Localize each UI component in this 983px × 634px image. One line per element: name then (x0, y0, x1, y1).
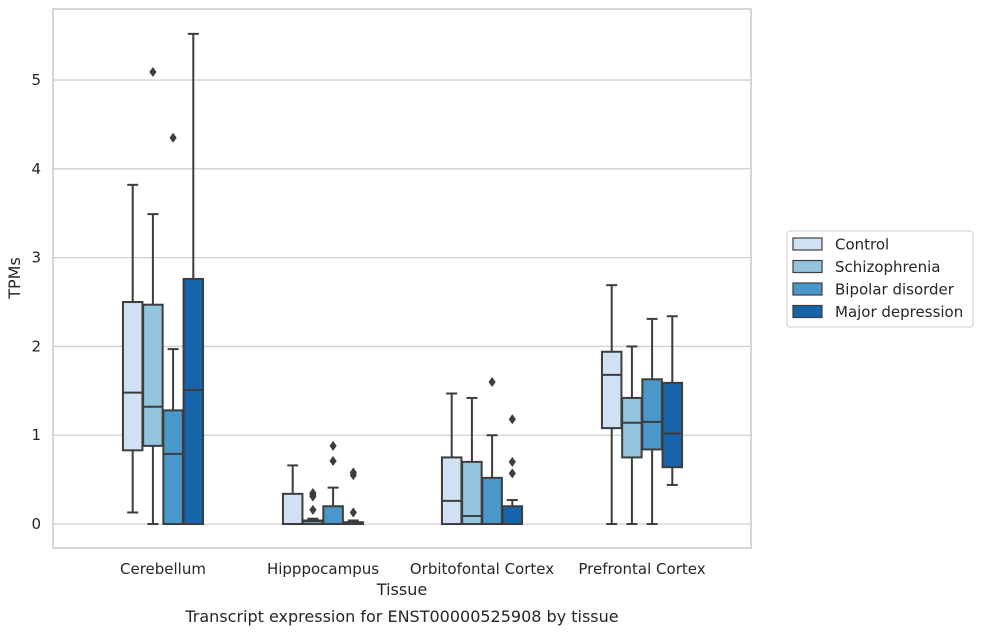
outlier-point (508, 468, 516, 479)
box-1-0 (281, 464, 304, 526)
outlier-point (309, 504, 317, 515)
y-tick-label: 5 (31, 71, 41, 89)
outlier-point (169, 132, 177, 143)
box-2-0 (440, 392, 463, 526)
gridlines (53, 79, 751, 525)
box-0-2 (162, 132, 184, 526)
box-body (501, 505, 524, 526)
box-3-0 (600, 284, 623, 526)
x-axis-label: Tissue (376, 580, 427, 599)
outlier-point (309, 487, 317, 498)
x-tick-label: Prefrontal Cortex (578, 560, 705, 578)
box-body (440, 456, 463, 526)
box-3-1 (621, 345, 643, 526)
plot-frame (52, 8, 752, 549)
box-body (281, 492, 304, 526)
legend-label: Bipolar disorder (835, 281, 955, 299)
legend-label: Schizophrenia (835, 258, 940, 276)
y-axis-label: TPMs (5, 257, 24, 300)
x-tick-label: Orbitofontal Cortex (410, 560, 554, 578)
legend-label: Major depression (835, 303, 963, 321)
box-body (461, 460, 483, 526)
box-2-1 (461, 396, 483, 526)
boxes (121, 32, 684, 526)
x-axis: Cerebellum Hipppocampus Orbitofontal Corte… (120, 560, 706, 578)
legend: Control Schizophrenia Bipolar disorder Majo… (786, 230, 974, 328)
box-body (621, 396, 643, 459)
outlier-point (488, 376, 496, 387)
y-tick-label: 1 (31, 426, 41, 444)
outlier-point (329, 455, 337, 466)
outlier-point (349, 507, 357, 518)
y-tick-label: 2 (31, 337, 41, 355)
box-body (481, 476, 503, 526)
box-0-0 (121, 183, 144, 514)
box-1-1 (302, 487, 324, 526)
legend-label: Control (835, 236, 889, 254)
box-3-3 (661, 315, 684, 486)
box-0-3 (182, 32, 205, 526)
box-body (182, 277, 205, 526)
box-0-1 (142, 67, 164, 526)
figure-caption: Transcript expression for ENST0000052590… (184, 607, 618, 626)
legend-swatch (792, 237, 823, 251)
box-body (322, 505, 344, 526)
box-body (121, 301, 144, 452)
legend-swatch (792, 259, 823, 274)
box-1-3 (342, 467, 365, 526)
box-body (641, 378, 663, 451)
box-body (661, 381, 684, 469)
box-2-2 (481, 376, 503, 526)
outlier-point (149, 67, 157, 78)
legend-swatch (792, 304, 823, 319)
box-3-2 (641, 317, 663, 526)
y-tick-label: 3 (31, 249, 41, 267)
x-tick-label: Cerebellum (120, 560, 206, 578)
legend-swatch (792, 282, 823, 296)
box-body (142, 303, 164, 447)
y-axis: 0 1 2 3 4 5 (31, 71, 41, 533)
box-body (600, 350, 623, 430)
outlier-point (508, 414, 516, 425)
outlier-point (508, 456, 516, 467)
box-body (162, 409, 184, 526)
box-1-2 (322, 440, 344, 526)
box-2-3 (501, 414, 524, 526)
outlier-point (349, 467, 357, 478)
outlier-point (329, 440, 337, 451)
legend-frame (786, 230, 974, 328)
y-tick-label: 0 (31, 515, 41, 533)
x-tick-label: Hipppocampus (267, 560, 379, 578)
y-tick-label: 4 (31, 160, 41, 178)
